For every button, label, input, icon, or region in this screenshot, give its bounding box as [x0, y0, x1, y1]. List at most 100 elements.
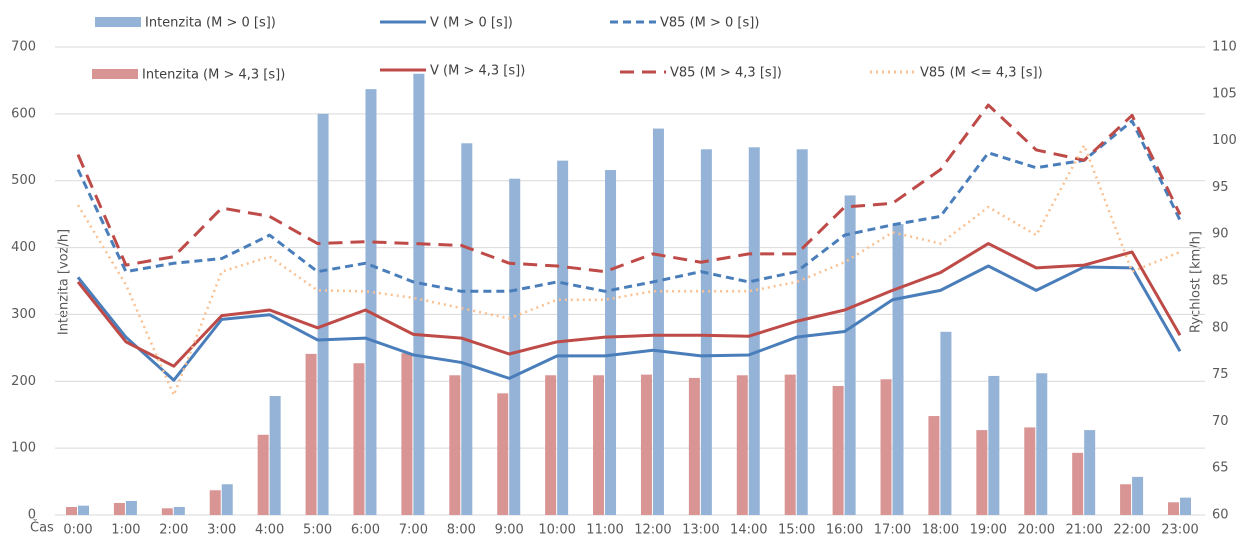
x-tick-label: 21:00 [1065, 523, 1102, 538]
x-tick-label: 11:00 [586, 523, 623, 538]
y2-tick-label: 85 [1212, 274, 1229, 289]
bar [221, 484, 233, 515]
bar [593, 375, 605, 515]
y-tick-label: 600 [11, 106, 36, 121]
x-tick-label: 7:00 [399, 523, 428, 538]
legend-swatch [95, 17, 141, 27]
legend-label: V (M > 0 [s]) [430, 16, 513, 31]
x-tick-label: 19:00 [970, 523, 1007, 538]
bar [1024, 427, 1036, 515]
bar [78, 505, 89, 515]
legend-label: Intenzita (M > 4,3 [s]) [142, 68, 285, 83]
x-tick-label: 17:00 [874, 523, 911, 538]
y2-tick-label: 105 [1212, 86, 1237, 101]
y-tick-label: 100 [11, 441, 36, 456]
x-tick-label: 10:00 [538, 523, 575, 538]
x-tick-label: 0:00 [63, 523, 92, 538]
bar [353, 363, 365, 515]
x-axis-label: Čas [30, 520, 54, 536]
x-tick-label: 5:00 [303, 523, 332, 538]
y-tick-label: 700 [11, 40, 36, 55]
bar [1180, 497, 1191, 515]
bar [257, 434, 269, 515]
x-tick-label: 6:00 [351, 523, 380, 538]
x-tick-label: 16:00 [826, 523, 863, 538]
x-tick-label: 9:00 [495, 523, 524, 538]
bar [736, 375, 748, 515]
bar [976, 430, 988, 515]
bar [1084, 430, 1096, 515]
bar [401, 353, 413, 515]
bar [413, 73, 425, 515]
y2-tick-label: 95 [1212, 180, 1229, 195]
bar [545, 375, 557, 515]
x-tick-label: 18:00 [922, 523, 959, 538]
x-tick-label: 1:00 [111, 523, 140, 538]
y2-tick-label: 60 [1212, 508, 1229, 523]
bar [1120, 484, 1132, 515]
bar [557, 160, 569, 515]
bar [173, 506, 185, 515]
bar [700, 149, 712, 515]
bar [892, 224, 904, 515]
y-axis-label: Intenzita [voz/h] [57, 229, 72, 335]
legend-swatch [92, 69, 138, 79]
grid [55, 46, 1205, 516]
line [76, 264, 1182, 382]
y2-tick-label: 90 [1212, 227, 1229, 242]
y2-tick-label: 110 [1212, 40, 1237, 55]
bar [509, 178, 521, 516]
legend-label: V85 (M <= 4,3 [s]) [920, 66, 1043, 81]
bar [449, 375, 461, 515]
y2-tick-label: 75 [1212, 367, 1229, 382]
x-tick-label: 12:00 [634, 523, 671, 538]
x-tick-label: 3:00 [207, 523, 236, 538]
x-tick-label: 23:00 [1161, 523, 1198, 538]
bar [305, 353, 317, 515]
bar [1072, 452, 1084, 515]
bar [461, 143, 473, 515]
x-tick-label: 15:00 [778, 523, 815, 538]
bar [269, 395, 281, 515]
y-tick-label: 200 [11, 374, 36, 389]
bar [796, 149, 808, 515]
y2-tick-label: 70 [1212, 414, 1229, 429]
bar [940, 331, 952, 515]
bar [688, 377, 700, 515]
y-tick-label: 500 [11, 173, 36, 188]
x-tick-label: 8:00 [447, 523, 476, 538]
y2-tick-label: 80 [1212, 320, 1229, 335]
bar [1168, 502, 1179, 515]
y-tick-label: 0 [28, 508, 36, 523]
legend: Intenzita (M > 0 [s]) V (M > 0 [s]) V85 (M… [92, 16, 1043, 83]
y-tick-label: 400 [11, 240, 36, 255]
legend-label: V (M > 4,3 [s]) [430, 64, 525, 79]
y-tick-label: 300 [11, 307, 36, 322]
bar [365, 89, 377, 516]
bar [125, 500, 137, 515]
y2-tick-label: 65 [1212, 461, 1229, 476]
x-tick-label: 13:00 [682, 523, 719, 538]
bar [161, 508, 173, 515]
bar [832, 385, 844, 515]
x-tick-label: 20:00 [1018, 523, 1055, 538]
bar [113, 502, 125, 515]
legend-label: V85 (M > 0 [s]) [660, 16, 759, 31]
bar [605, 170, 617, 515]
bar [652, 128, 664, 515]
bar [748, 147, 760, 516]
legend-label: V85 (M > 4,3 [s]) [670, 66, 782, 81]
bar [988, 375, 1000, 515]
line [76, 119, 1182, 293]
bar [209, 490, 221, 515]
x-tick-label: 14:00 [730, 523, 767, 538]
bar [880, 379, 892, 515]
bar [844, 195, 856, 515]
line [76, 242, 1182, 368]
x-tick-label: 2:00 [159, 523, 188, 538]
bar [1036, 373, 1048, 515]
bar [66, 506, 77, 515]
x-tick-label: 4:00 [255, 523, 284, 538]
x-tick-label: 22:00 [1113, 523, 1150, 538]
y2-axis-label: Rychlost [km/h] [1189, 231, 1204, 333]
